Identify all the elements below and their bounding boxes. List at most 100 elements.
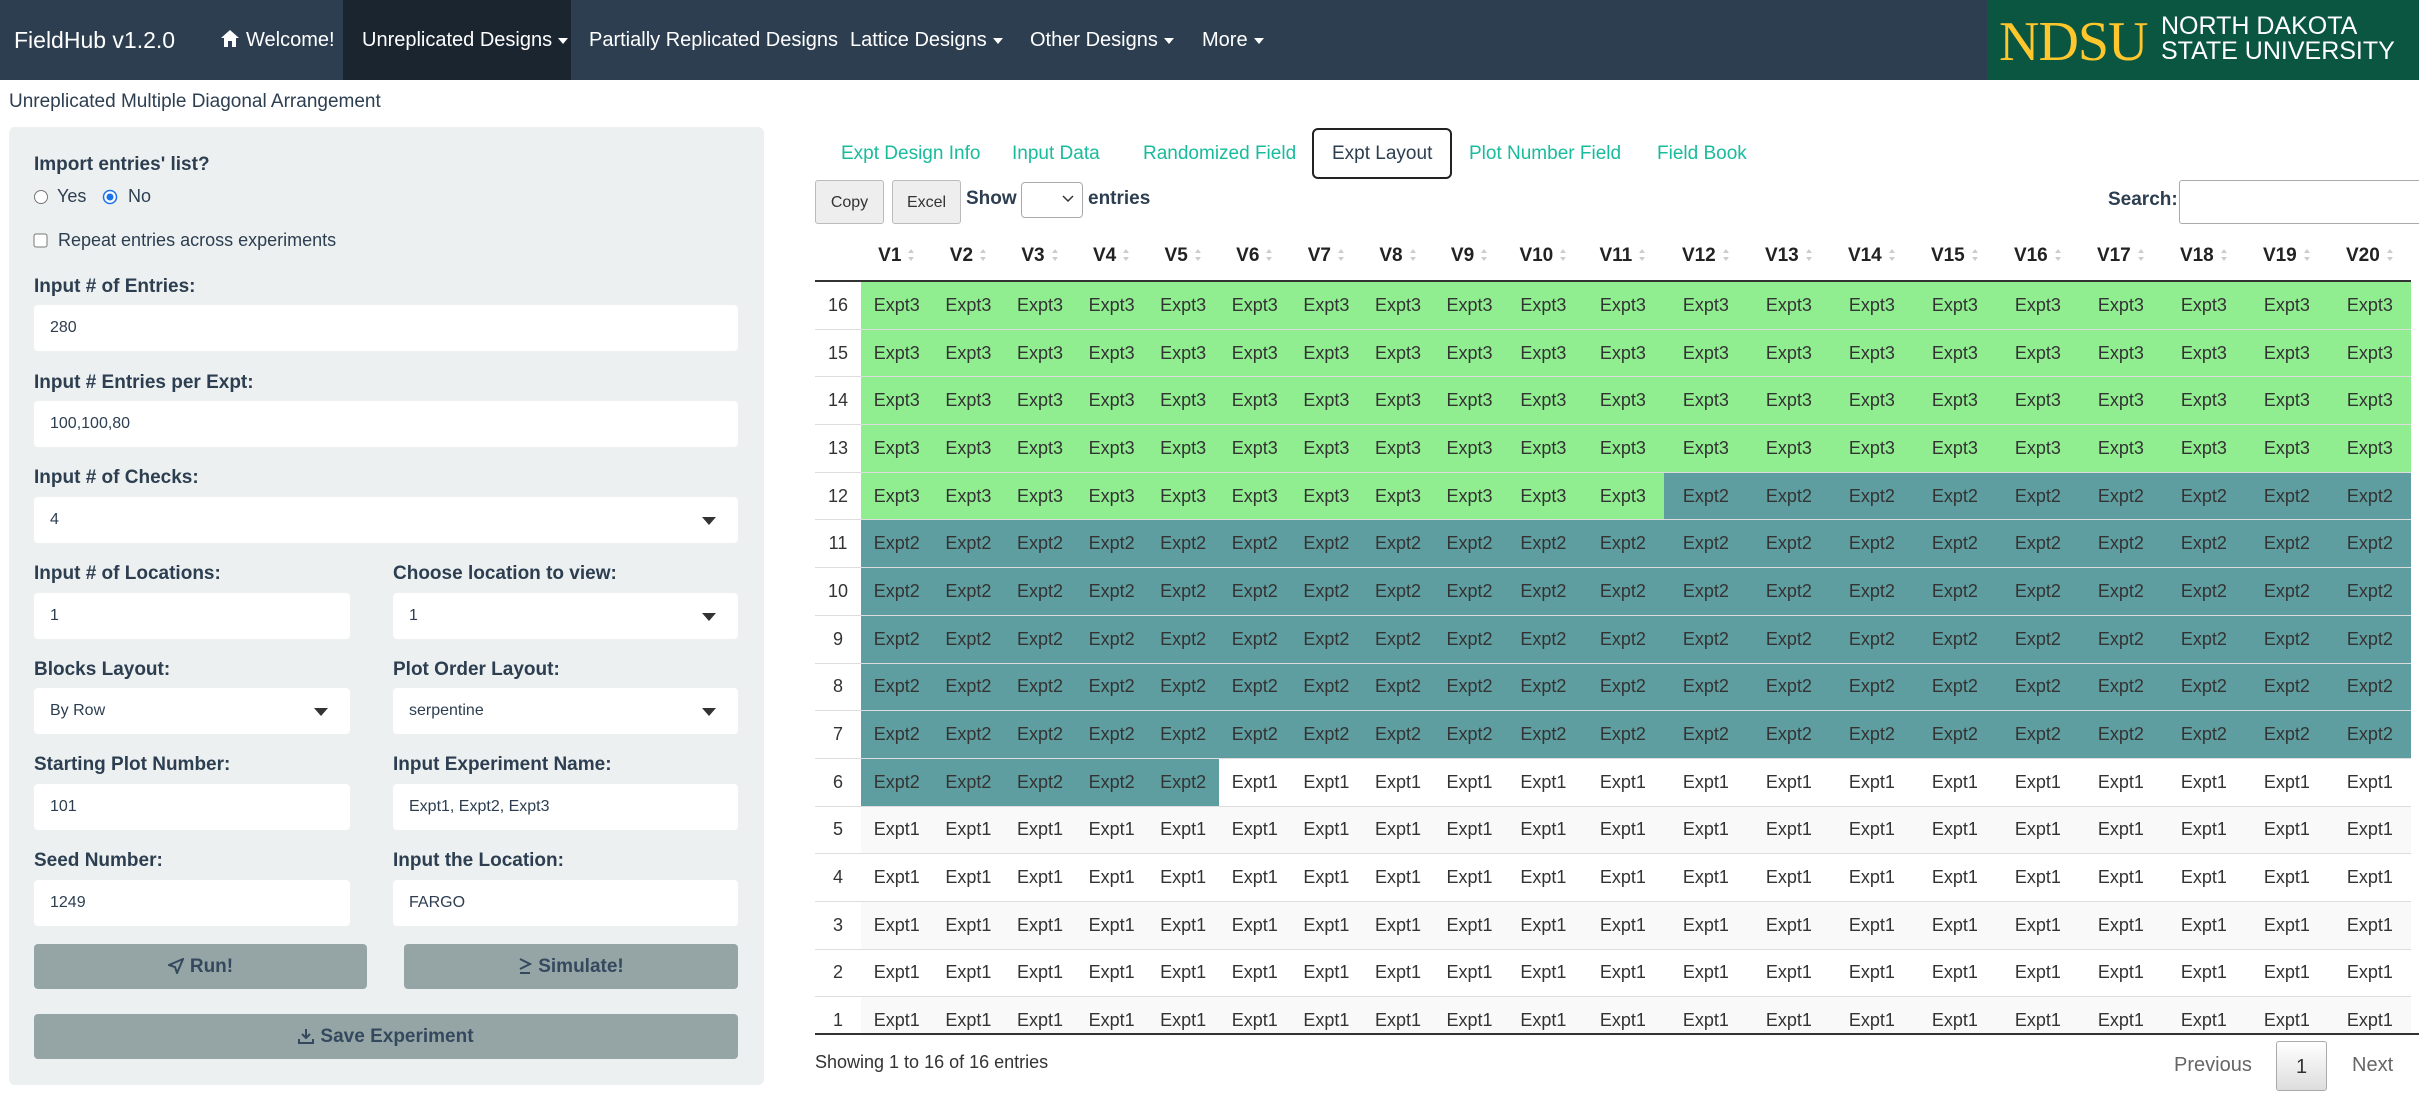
cell: Expt3 [1147, 376, 1219, 425]
table-head: V1 V2 V3 V4 V5 V6 V7 V8 V9 V10 V11 V12 V13 V14 V15 V16 V… [815, 231, 2412, 282]
nav-lattice[interactable]: Lattice Designs [850, 0, 1003, 80]
cell: Expt2 [2079, 519, 2163, 568]
column-header[interactable]: V3 [1004, 231, 1076, 282]
tab[interactable]: Randomized Field [1143, 143, 1297, 164]
navbar: FieldHub v1.2.0 Welcome! Unreplicated De… [0, 0, 2419, 80]
home-icon [221, 30, 239, 47]
column-header[interactable]: V16 [1996, 231, 2080, 282]
table-body: 16 Expt3 Expt3 Expt3 Expt3 Expt3 Expt3 Expt3 Exp… [815, 280, 2412, 1036]
nav-other[interactable]: Other Designs [1030, 0, 1174, 80]
cell: Expt2 [932, 757, 1005, 807]
input[interactable]: 1 [34, 593, 350, 639]
nav-label: Unreplicated Designs [362, 29, 553, 51]
cell: Expt1 [1913, 996, 1997, 1036]
input[interactable]: 1249 [34, 880, 350, 926]
column-header[interactable]: V14 [1830, 231, 1914, 282]
cell: Expt2 [2079, 614, 2163, 663]
cell: Expt2 [1830, 614, 1914, 663]
column-header[interactable]: V11 [1581, 231, 1665, 282]
select[interactable]: By Row [34, 688, 350, 734]
input[interactable]: 100,100,80 [34, 401, 738, 447]
nav-welcome[interactable]: Welcome! [246, 29, 335, 51]
cell: Expt3 [1581, 471, 1665, 520]
field-label: Choose location to view: [393, 563, 617, 584]
input[interactable]: 280 [34, 305, 738, 351]
next-button[interactable]: Next [2352, 1054, 2394, 1076]
column-header[interactable]: V5 [1147, 231, 1219, 282]
nav-more[interactable]: More [1202, 0, 1264, 80]
tab[interactable]: Plot Number Field [1469, 143, 1622, 164]
column-header[interactable]: V13 [1747, 231, 1831, 282]
cell: Expt2 [1362, 614, 1434, 663]
select[interactable]: 4 [34, 497, 738, 543]
input[interactable]: 101 [34, 784, 350, 830]
cell: Expt2 [1581, 614, 1665, 663]
cell: Expt3 [861, 328, 933, 377]
column-header[interactable]: V20 [2328, 231, 2412, 282]
column-header[interactable]: V8 [1362, 231, 1434, 282]
cell: Expt1 [2245, 948, 2329, 997]
column-header[interactable]: V2 [932, 231, 1005, 282]
cell: Expt2 [1830, 519, 1914, 568]
input[interactable]: Expt1, Expt2, Expt3 [393, 784, 738, 830]
cell: Expt1 [2328, 853, 2412, 902]
cell: Expt2 [1664, 710, 1748, 759]
table-row: 9 Expt2 Expt2 Expt2 Expt2 Expt2 Expt2 Expt2 Expt… [815, 614, 2412, 663]
column-header[interactable]: V9 [1433, 231, 1506, 282]
radio-yes[interactable] [33, 189, 49, 205]
field-label: Input # Entries per Expt: [34, 372, 254, 393]
cell: Expt3 [1830, 376, 1914, 425]
select[interactable]: serpentine [393, 688, 738, 734]
cell: Expt3 [2245, 376, 2329, 425]
checkbox[interactable] [33, 233, 48, 248]
cell: Expt1 [1433, 757, 1506, 807]
run-button[interactable]: Run! [34, 944, 367, 989]
cell: Expt1 [2328, 900, 2412, 950]
tab[interactable]: Input Data [1012, 143, 1100, 164]
tab[interactable]: Expt Design Info [841, 143, 981, 164]
cell: Expt2 [1147, 614, 1219, 663]
cell: Expt2 [1290, 710, 1363, 759]
cell: Expt1 [1581, 805, 1665, 854]
cell: Expt2 [2162, 710, 2246, 759]
header-row: V1 V2 V3 V4 V5 V6 V7 V8 V9 V10 V11 V12 V13 V14 V15 V16 V… [815, 231, 2412, 282]
page-button[interactable]: 1 [2276, 1041, 2327, 1091]
column-header[interactable]: V15 [1913, 231, 1997, 282]
cell: Expt2 [1581, 710, 1665, 759]
column-header[interactable]: V18 [2162, 231, 2246, 282]
excel-button[interactable]: Excel [892, 180, 961, 224]
button-label: Run! [189, 956, 234, 977]
column-label: V19 [2262, 244, 2297, 266]
cell: Expt2 [1075, 519, 1148, 568]
column-header[interactable]: V12 [1664, 231, 1748, 282]
prev-button[interactable]: Previous [2174, 1054, 2252, 1076]
column-header[interactable]: V4 [1075, 231, 1148, 282]
search-input[interactable] [2179, 180, 2419, 224]
brand[interactable]: FieldHub v1.2.0 [14, 27, 176, 53]
save-button[interactable]: Save Experiment [34, 1014, 738, 1059]
cell: Expt3 [2079, 376, 2163, 425]
column-header[interactable]: V19 [2245, 231, 2329, 282]
select[interactable]: 1 [393, 593, 738, 639]
copy-button[interactable]: Copy [815, 180, 884, 224]
input[interactable]: FARGO [393, 880, 738, 926]
column-header[interactable]: V7 [1290, 231, 1363, 282]
field-label: Starting Plot Number: [34, 754, 231, 775]
nav-unreplicated[interactable]: Unreplicated Designs [362, 0, 569, 80]
cell: Expt2 [932, 567, 1005, 616]
length-select[interactable] [1021, 182, 1083, 218]
tab[interactable]: Expt Layout [1312, 128, 1453, 179]
table-row: 12 Expt3 Expt3 Expt3 Expt3 Expt3 Expt3 Expt3 Exp… [815, 471, 2412, 520]
column-header[interactable]: V1 [861, 231, 933, 282]
cell: Expt2 [2245, 614, 2329, 663]
table-row: 3 Expt1 Expt1 Expt1 Expt1 Expt1 Expt1 Expt1 Expt… [815, 900, 2412, 950]
nav-partial[interactable]: Partially Replicated Designs [589, 29, 839, 51]
simulate-button[interactable]: Simulate! [404, 944, 738, 989]
column-header[interactable]: V6 [1218, 231, 1291, 282]
cell: Expt1 [1147, 853, 1219, 902]
cell: Expt3 [1290, 376, 1363, 425]
column-header[interactable]: V10 [1505, 231, 1582, 282]
tab[interactable]: Field Book [1657, 143, 1747, 164]
column-header[interactable]: V17 [2079, 231, 2163, 282]
radio-no[interactable] [102, 189, 118, 205]
